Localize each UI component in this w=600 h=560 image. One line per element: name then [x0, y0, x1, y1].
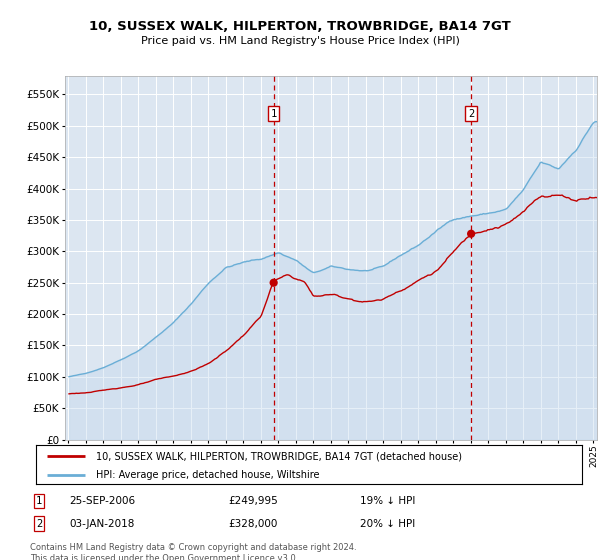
- Text: Price paid vs. HM Land Registry's House Price Index (HPI): Price paid vs. HM Land Registry's House …: [140, 36, 460, 46]
- Text: £249,995: £249,995: [228, 496, 278, 506]
- Text: 2: 2: [468, 109, 474, 119]
- Text: 03-JAN-2018: 03-JAN-2018: [69, 519, 134, 529]
- Text: 25-SEP-2006: 25-SEP-2006: [69, 496, 135, 506]
- Text: 1: 1: [36, 496, 42, 506]
- Text: Contains HM Land Registry data © Crown copyright and database right 2024.
This d: Contains HM Land Registry data © Crown c…: [30, 543, 356, 560]
- Text: 2: 2: [36, 519, 42, 529]
- Text: 1: 1: [271, 109, 277, 119]
- Text: 10, SUSSEX WALK, HILPERTON, TROWBRIDGE, BA14 7GT (detached house): 10, SUSSEX WALK, HILPERTON, TROWBRIDGE, …: [96, 451, 462, 461]
- Text: 20% ↓ HPI: 20% ↓ HPI: [360, 519, 415, 529]
- Point: [466, 229, 476, 238]
- Text: £328,000: £328,000: [228, 519, 277, 529]
- Point: [269, 278, 278, 287]
- Text: 10, SUSSEX WALK, HILPERTON, TROWBRIDGE, BA14 7GT: 10, SUSSEX WALK, HILPERTON, TROWBRIDGE, …: [89, 20, 511, 32]
- Text: HPI: Average price, detached house, Wiltshire: HPI: Average price, detached house, Wilt…: [96, 470, 320, 479]
- Text: 19% ↓ HPI: 19% ↓ HPI: [360, 496, 415, 506]
